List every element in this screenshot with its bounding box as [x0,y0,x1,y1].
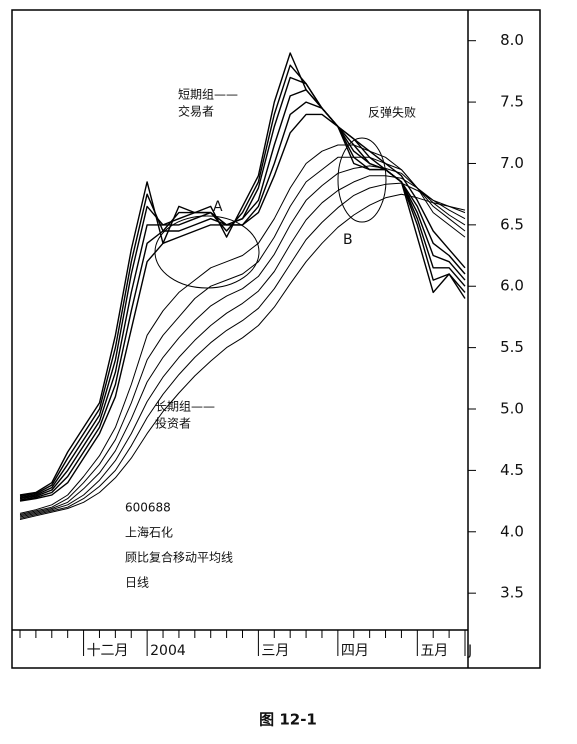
series-line [19,165,466,517]
x-tick-label: 十二月 [87,643,129,659]
series-line [19,144,466,514]
x-tick-label: J [467,643,472,659]
y-tick-label: 7.5 [500,93,524,111]
series-line [19,182,466,519]
annotation: 顾比复合移动平均线 [125,550,233,565]
x-tick-label: 三月 [261,643,289,659]
annotation: A [213,199,223,215]
series-line [19,113,466,502]
annotation: B [343,232,353,248]
annotation: 投资者 [155,416,191,431]
series-line [19,193,466,520]
series-line [19,175,466,518]
y-tick-label: 6.0 [500,277,524,295]
x-tick-label: 四月 [341,643,369,659]
y-tick-label: 8.0 [500,31,524,49]
annotation: 长期组—— [155,400,215,414]
frame [11,9,541,669]
y-tick-label: 4.5 [500,461,524,479]
annotation: 短期组—— [178,88,238,102]
series-line [19,76,466,499]
ellipse-b [337,137,387,223]
series-line [19,64,466,497]
annotation: 日线 [125,576,149,590]
y-tick-label: 7.0 [500,154,524,172]
annotation: 上海石化 [125,525,173,540]
x-tick-label: 五月 [420,643,448,659]
x-tick-label: 2004 [150,643,186,659]
y-tick-label: 6.5 [500,215,524,233]
annotation: 交易者 [178,104,214,119]
annotation: 600688 [125,501,171,515]
series-line [19,89,466,500]
y-tick-label: 5.0 [500,400,524,418]
y-tick-label: 3.5 [500,584,524,602]
series-line [19,156,466,516]
caption: 图 12-1 [259,711,317,729]
y-tick-label: 4.0 [500,522,524,540]
y-tick-label: 5.5 [500,338,524,356]
annotation: 反弹失败 [368,105,416,120]
